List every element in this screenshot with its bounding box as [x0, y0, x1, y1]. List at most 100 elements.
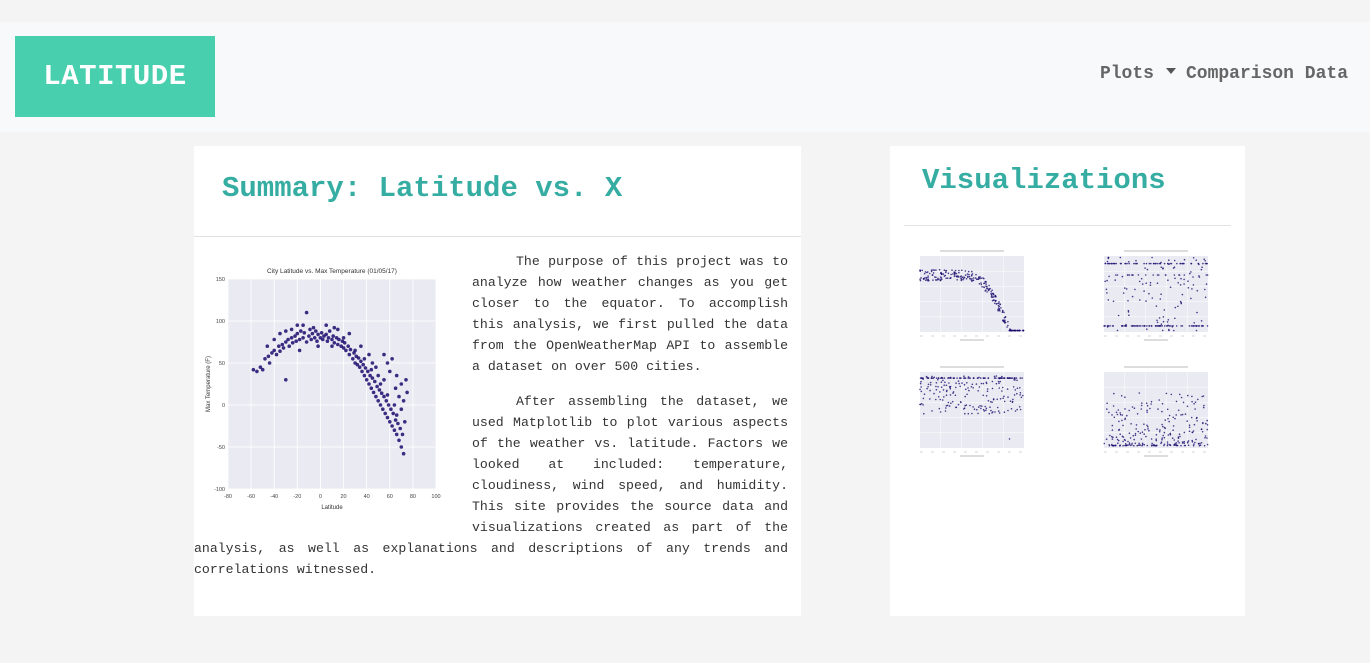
data-point: [362, 373, 367, 378]
x-tick-label: 0: [319, 494, 322, 500]
data-point: [348, 347, 353, 352]
data-point: [270, 351, 274, 355]
data-point: [312, 336, 317, 340]
data-point: [375, 384, 379, 389]
data-point: [382, 394, 386, 399]
data-point: [364, 378, 369, 382]
x-tick-label: 100: [431, 494, 440, 500]
y-tick-label: 50: [219, 361, 225, 367]
data-point: [382, 352, 386, 357]
data-point: [368, 373, 372, 378]
data-point: [351, 357, 355, 361]
visualizations-card: Visualizations: [890, 146, 1245, 616]
data-point: [330, 337, 334, 342]
visualizations-title: Visualizations: [922, 164, 1166, 197]
thumbnail-wind-speed[interactable]: [1088, 364, 1212, 460]
data-point: [399, 407, 404, 411]
max-temp-scatter: City Latitude vs. Max Temperature (01/05…: [206, 268, 441, 511]
thumbnail-cloudiness[interactable]: [1088, 248, 1212, 344]
data-point: [369, 386, 374, 390]
thumbnail-max-temp[interactable]: [904, 248, 1028, 344]
data-point: [301, 336, 305, 340]
data-point: [277, 344, 281, 348]
data-point: [272, 337, 276, 342]
data-point: [260, 367, 265, 372]
x-tick-label: -80: [224, 494, 232, 500]
data-point: [280, 342, 285, 347]
data-point: [389, 407, 393, 411]
data-point: [359, 344, 363, 348]
data-point: [355, 362, 360, 367]
data-point: [378, 382, 383, 386]
data-point: [332, 325, 337, 330]
data-point: [347, 331, 352, 336]
data-point: [373, 379, 377, 384]
data-point: [294, 339, 298, 343]
data-point: [401, 451, 406, 456]
data-point: [383, 411, 387, 416]
data-point: [321, 337, 325, 342]
summary-body: City Latitude vs. Max Temperature (01/05…: [194, 251, 788, 594]
thumbnail-humidity[interactable]: [904, 364, 1028, 460]
comparison-data-link[interactable]: Comparison Data: [1185, 64, 1348, 84]
plots-dropdown[interactable]: Plots: [1100, 64, 1186, 84]
data-point: [404, 378, 408, 382]
x-tick-label: 20: [340, 494, 346, 500]
data-point: [385, 393, 390, 397]
data-point: [391, 411, 395, 416]
data-point: [341, 346, 346, 350]
data-point: [388, 369, 392, 374]
summary-card: Summary: Latitude vs. X City Latitude vs…: [194, 146, 801, 616]
data-point: [367, 352, 371, 357]
data-point: [374, 365, 378, 369]
data-point: [304, 310, 309, 315]
data-point: [366, 369, 370, 374]
max-temp-plot[interactable]: City Latitude vs. Max Temperature (01/05…: [202, 251, 454, 537]
x-axis-label: Latitude: [321, 505, 343, 511]
plot-area: [228, 279, 436, 489]
x-tick-label: -40: [270, 494, 278, 500]
data-point: [396, 421, 400, 426]
visualizations-divider: [904, 225, 1231, 226]
data-point: [399, 445, 404, 449]
data-point: [344, 348, 348, 353]
data-point: [361, 362, 365, 367]
thumbnail-humidity-image: [919, 366, 1024, 457]
data-point: [370, 376, 375, 380]
data-point: [316, 344, 320, 348]
data-point: [378, 403, 383, 407]
data-point: [278, 349, 282, 353]
y-tick-label: 0: [222, 403, 225, 409]
data-point: [315, 339, 319, 343]
summary-divider: [194, 236, 801, 237]
x-tick-label: 80: [410, 494, 416, 500]
data-point: [379, 391, 384, 395]
data-point: [289, 327, 294, 332]
data-point: [392, 428, 397, 432]
summary-paragraph-1: The purpose of this project was to analy…: [472, 254, 788, 374]
data-point: [327, 329, 332, 333]
data-point: [310, 331, 315, 336]
data-point: [394, 373, 399, 378]
data-point: [362, 357, 367, 361]
summary-paragraph-2: After assembling the dataset, we used Ma…: [194, 394, 788, 577]
data-point: [341, 336, 346, 340]
data-point: [374, 394, 378, 399]
data-point: [295, 323, 300, 327]
data-point: [381, 407, 385, 411]
data-point: [267, 361, 272, 365]
data-point: [325, 339, 330, 343]
nav-links: Plots Comparison Data: [1100, 64, 1348, 84]
data-point: [290, 341, 295, 345]
brand-logo[interactable]: LATITUDE: [15, 36, 215, 117]
data-point: [330, 344, 334, 348]
data-point: [346, 344, 350, 348]
data-point: [255, 369, 259, 374]
data-point: [287, 344, 291, 348]
data-point: [357, 365, 362, 369]
data-point: [401, 399, 406, 403]
data-point: [299, 329, 303, 333]
data-point: [376, 399, 380, 403]
x-tick-label: -20: [293, 494, 301, 500]
data-point: [403, 420, 407, 424]
